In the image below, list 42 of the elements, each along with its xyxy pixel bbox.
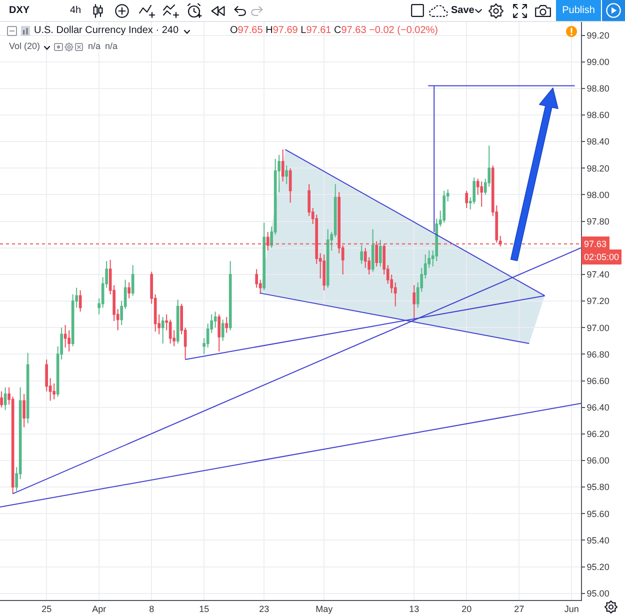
x-tick-label: 25 [42,604,52,614]
x-tick-label: Jun [564,604,579,614]
x-tick-label: Apr [92,604,106,614]
y-tick-label: 95.80 [586,482,610,492]
x-tick-label: 8 [149,604,154,614]
x-tick-label: 23 [259,604,270,614]
y-tick-label: 97.20 [586,296,610,306]
y-tick-label: 99.00 [586,57,610,68]
ref-line-label: 97.63 [584,239,607,249]
y-tick-label: 95.20 [586,562,610,572]
x-tick-label: 15 [199,604,210,614]
y-tick-label: 98.20 [586,163,610,174]
y-tick-label: 96.40 [586,402,610,412]
y-tick-label: 97.80 [586,216,610,226]
y-tick-label: 95.00 [586,588,610,599]
annotation: n/a [88,41,101,51]
y-tick-label: 98.40 [586,136,610,147]
x-tick-label: 20 [462,604,472,614]
x-tick-label: 13 [409,604,420,614]
x-tick-label: May [316,604,334,614]
x-tick-label: 27 [514,604,524,614]
y-tick-label: 95.40 [586,535,610,546]
y-tick-label: 95.60 [586,508,610,519]
chart-title: U.S. Dollar Currency Index · 240 [34,25,179,36]
publish-button: Publish [556,0,601,21]
y-tick-label: 96.60 [586,376,610,386]
text: Save [451,5,474,16]
text: 02:05:00 [584,252,620,262]
y-tick-label: 96.80 [586,349,610,360]
text: DXY [9,5,30,16]
y-tick-label: 96.00 [586,456,610,466]
y-tick-label: 99.20 [586,30,610,40]
text: O97.65 H97.69 L97.61 C97.63 −0.02 (−0.02%) [230,25,438,36]
annotation: Vol (20) [9,41,40,51]
y-tick-label: 96.20 [586,429,610,440]
y-tick-label: 98.60 [586,110,610,120]
text: 4h [70,5,82,16]
y-tick-label: 97.40 [586,270,610,280]
y-tick-label: 98.00 [586,190,610,200]
y-tick-label: 97.00 [586,322,610,333]
y-tick-label: 98.80 [586,84,610,94]
annotation: n/a [105,41,118,51]
